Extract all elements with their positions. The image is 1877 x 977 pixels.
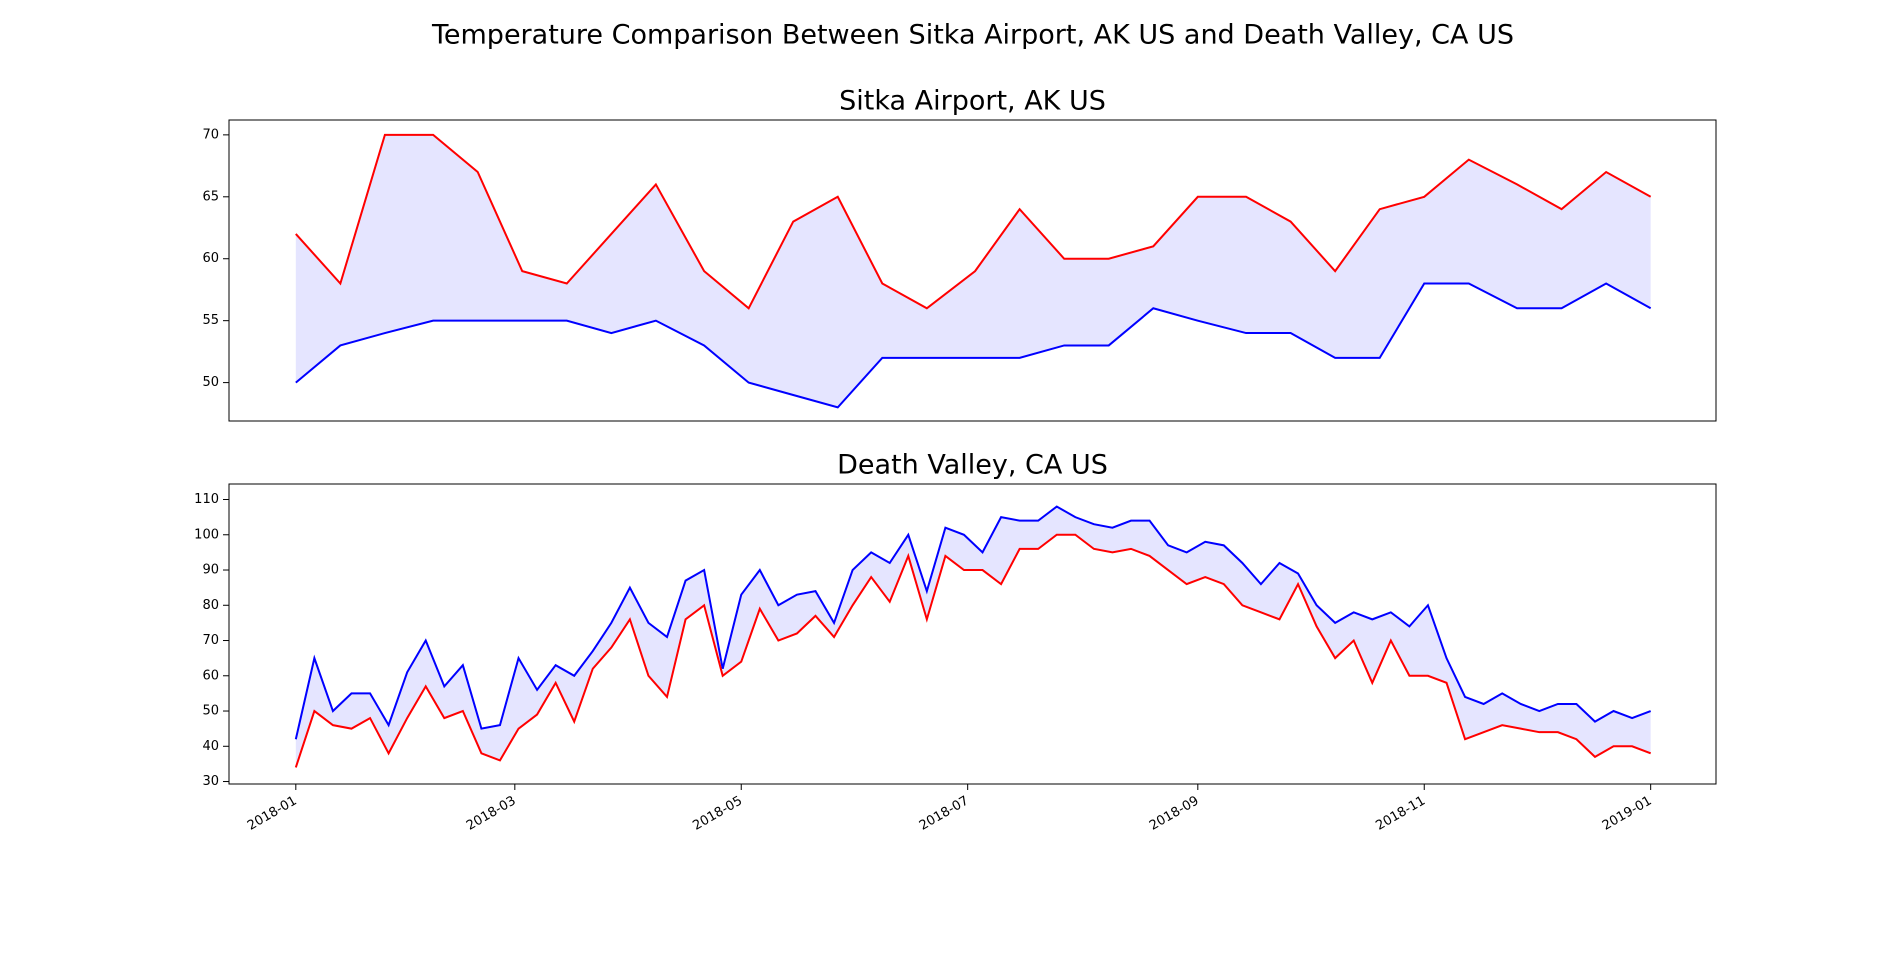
y-tick-label: 60	[202, 668, 219, 683]
series-line	[295, 282, 1652, 409]
series-line	[294, 533, 1652, 768]
y-tick-label: 55	[202, 313, 219, 328]
y-tick-label: 80	[202, 598, 219, 613]
x-tick-label: 2019-01	[1600, 794, 1655, 834]
y-tick-label: 50	[202, 375, 219, 390]
figure-title: Temperature Comparison Between Sitka Air…	[431, 20, 1514, 51]
series-line	[295, 133, 1652, 310]
axes-frame	[228, 483, 1717, 785]
y-tick-label: 30	[202, 774, 219, 789]
y-tick-label: 90	[202, 563, 219, 578]
axes-frame	[228, 119, 1717, 422]
subplot-title: Death Valley, CA US	[837, 450, 1108, 481]
y-tick-label: 60	[202, 251, 219, 266]
x-tick-label: 2018-01	[245, 794, 300, 834]
subplot-title: Sitka Airport, AK US	[839, 86, 1106, 117]
y-tick-label: 50	[202, 704, 219, 719]
x-tick-label: 2018-07	[917, 794, 972, 834]
series-line	[294, 505, 1652, 740]
y-tick-label: 65	[202, 189, 219, 204]
y-tick-label: 70	[202, 633, 219, 648]
x-tick-label: 2018-03	[464, 794, 519, 834]
x-tick-label: 2018-11	[1373, 794, 1428, 834]
fill-between	[295, 506, 1651, 768]
x-tick-label: 2018-09	[1147, 794, 1202, 834]
y-tick-label: 40	[202, 739, 219, 754]
y-tick-label: 70	[202, 127, 219, 142]
y-tick-label: 110	[194, 492, 219, 507]
y-tick-label: 100	[194, 527, 219, 542]
x-tick-label: 2018-05	[690, 794, 745, 834]
fill-between	[295, 134, 1651, 408]
